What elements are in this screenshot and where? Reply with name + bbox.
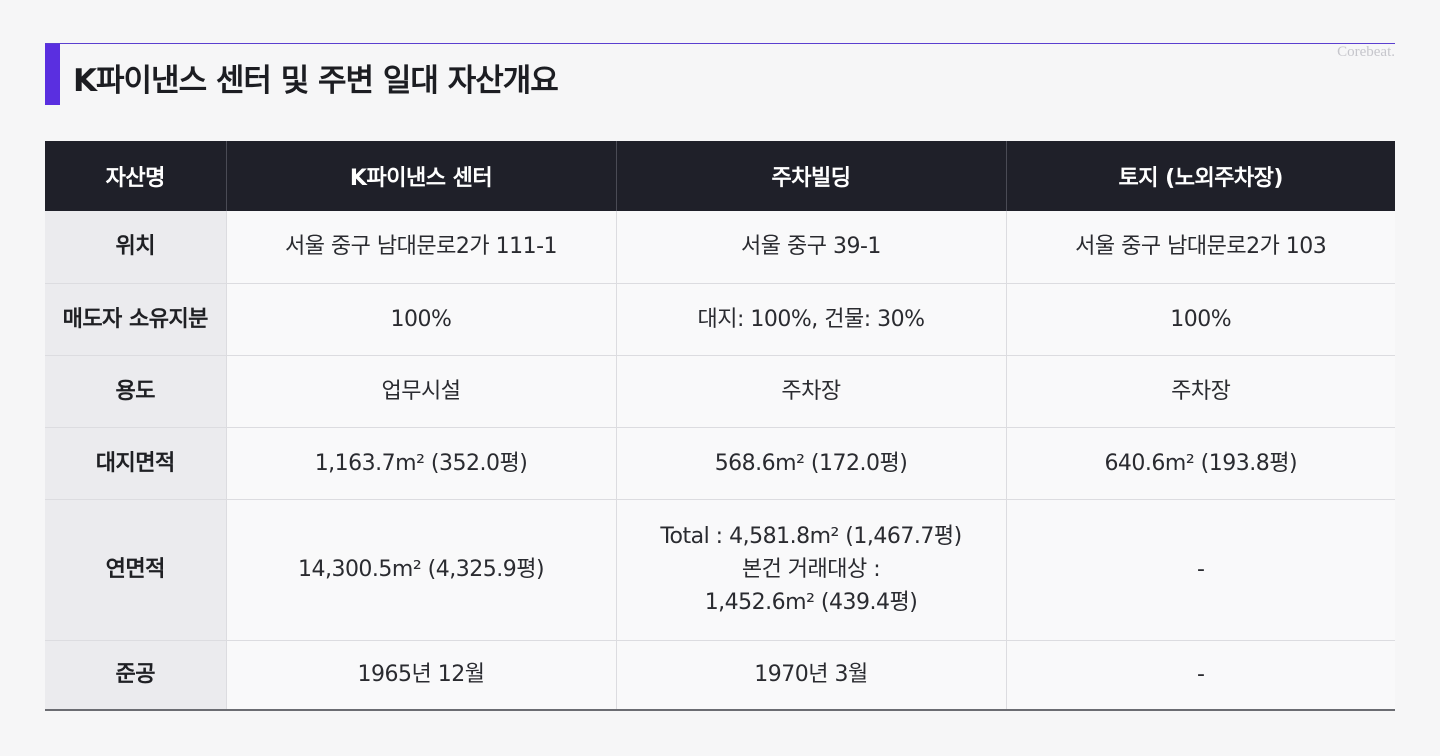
header-asset-name: 자산명 <box>45 141 226 211</box>
table-cell: 1965년 12월 <box>225 640 616 711</box>
cell-text: 대지: 100%, 건물: 30% <box>697 306 925 332</box>
table-cell: 1,163.7m² (352.0평) <box>225 427 616 500</box>
cell-text: 서울 중구 남대문로2가 103 <box>1075 234 1327 260</box>
table-cell: 100% <box>1005 283 1395 356</box>
table-cell: 서울 중구 남대문로2가 111-1 <box>225 211 616 284</box>
cell-text: 서울 중구 39-1 <box>741 234 881 260</box>
table-cell: 서울 중구 39-1 <box>615 211 1006 284</box>
table-row-gross-floor-area: 연면적 14,300.5m² (4,325.9평) Total : 4,581.… <box>45 499 1395 641</box>
cell-text: 1,163.7m² (352.0평) <box>314 450 528 476</box>
table-cell: 주차장 <box>615 355 1006 428</box>
row-label: 매도자 소유지분 <box>45 283 226 356</box>
table-cell: - <box>1005 499 1395 641</box>
cell-text: - <box>1197 662 1205 688</box>
table-cell: 14,300.5m² (4,325.9평) <box>225 499 616 641</box>
cell-text: 640.6m² (193.8평) <box>1104 450 1298 476</box>
cell-text: 14,300.5m² (4,325.9평) <box>297 557 545 582</box>
table-cell: 주차장 <box>1005 355 1395 428</box>
table-cell: 100% <box>225 283 616 356</box>
table-cell: 568.6m² (172.0평) <box>615 427 1006 500</box>
row-label: 위치 <box>45 211 226 284</box>
cell-text: 주차장 <box>781 378 841 404</box>
row-label: 연면적 <box>45 499 226 641</box>
table-cell: 업무시설 <box>225 355 616 428</box>
table-cell: 1970년 3월 <box>615 640 1006 711</box>
cell-text: 업무시설 <box>381 378 461 404</box>
asset-overview-table: 자산명 K파이낸스 센터 주차빌딩 토지 (노외주차장) 위치 서울 중구 남대… <box>45 141 1395 711</box>
table-cell: 서울 중구 남대문로2가 103 <box>1005 211 1395 284</box>
table-cell: 640.6m² (193.8평) <box>1005 427 1395 500</box>
cell-text: 568.6m² (172.0평) <box>714 450 908 476</box>
table-row-completion: 준공 1965년 12월 1970년 3월 - <box>45 640 1395 711</box>
table-row-location: 위치 서울 중구 남대문로2가 111-1 서울 중구 39-1 서울 중구 남… <box>45 211 1395 284</box>
cell-text: - <box>1197 557 1205 582</box>
brand-logo: Corebeat. <box>1337 44 1395 60</box>
row-label: 용도 <box>45 355 226 428</box>
table-row-land-area: 대지면적 1,163.7m² (352.0평) 568.6m² (172.0평)… <box>45 427 1395 500</box>
cell-text: 1965년 12월 <box>357 662 485 688</box>
header-land-parking-lot: 토지 (노외주차장) <box>1005 141 1395 211</box>
cell-text: 100% <box>390 306 452 332</box>
table-row-seller-share: 매도자 소유지분 100% 대지: 100%, 건물: 30% 100% <box>45 283 1395 356</box>
cell-text: 100% <box>1170 306 1232 332</box>
table-header-row: 자산명 K파이낸스 센터 주차빌딩 토지 (노외주차장) <box>45 141 1395 211</box>
cell-text: Total : 4,581.8m² (1,467.7평) <box>660 524 962 549</box>
title-bar: K파이낸스 센터 및 주변 일대 자산개요 <box>45 43 1395 105</box>
title-accent-bar <box>45 44 60 105</box>
table-cell: 대지: 100%, 건물: 30% <box>615 283 1006 356</box>
cell-text: 서울 중구 남대문로2가 111-1 <box>284 234 558 260</box>
table-cell: - <box>1005 640 1395 711</box>
title-rule <box>45 43 1395 44</box>
cell-text: 주차장 <box>1171 378 1231 404</box>
cell-text: 본건 거래대상 : <box>741 557 881 582</box>
header-k-finance-center: K파이낸스 센터 <box>225 141 616 211</box>
table-row-usage: 용도 업무시설 주차장 주차장 <box>45 355 1395 428</box>
cell-text: 1970년 3월 <box>754 662 868 688</box>
row-label: 준공 <box>45 640 226 711</box>
header-parking-building: 주차빌딩 <box>615 141 1006 211</box>
row-label: 대지면적 <box>45 427 226 500</box>
table-cell: Total : 4,581.8m² (1,467.7평) 본건 거래대상 : 1… <box>615 499 1006 641</box>
cell-text: 1,452.6m² (439.4평) <box>704 590 918 615</box>
page-title: K파이낸스 센터 및 주변 일대 자산개요 <box>73 63 559 99</box>
